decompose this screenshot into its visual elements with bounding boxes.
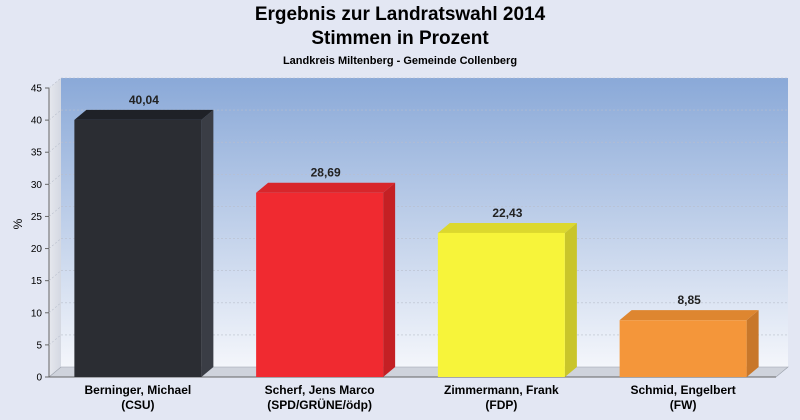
data-label: 40,04 (129, 93, 159, 107)
y-tick-label: 40 (31, 116, 43, 127)
x-tick-label: Scherf, Jens Marco (265, 383, 375, 397)
chart-caption: Landkreis Miltenberg - Gemeinde Collenbe… (282, 55, 518, 67)
y-tick-label: 0 (36, 373, 42, 384)
y-tick-label: 5 (36, 340, 42, 351)
grid-line-side (48, 206, 62, 217)
bar-side (746, 310, 759, 377)
x-tick-label: (FDP) (485, 398, 517, 412)
data-label: 22,43 (492, 206, 522, 220)
bar-top (437, 222, 577, 233)
grid-line-side (48, 77, 62, 89)
data-label: 8,85 (677, 293, 701, 307)
x-tick-label: Berninger, Michael (85, 383, 192, 397)
y-axis-label: % (11, 218, 25, 229)
grid-line-side (48, 270, 62, 281)
grid-line-side (48, 174, 62, 185)
plot-side-wall (49, 78, 61, 377)
bar-top (74, 109, 214, 120)
bar-side (201, 109, 214, 378)
data-label: 28,69 (311, 166, 341, 180)
bar-top (619, 310, 759, 321)
bar (437, 232, 565, 377)
y-tick-label: 30 (31, 180, 43, 191)
grid-line-side (48, 238, 62, 249)
grid-line-side (48, 109, 62, 121)
bar (256, 192, 384, 377)
y-tick-label: 15 (31, 276, 43, 287)
bar (619, 320, 747, 377)
x-tick-label: (FW) (670, 398, 697, 412)
chart-subtitle: Stimmen in Prozent (311, 28, 489, 49)
bar (74, 119, 202, 378)
grid-line-side (48, 141, 62, 153)
grid-line-side (48, 334, 62, 346)
y-tick-label: 25 (31, 212, 43, 223)
y-tick-label: 45 (31, 84, 43, 95)
x-tick-label: Schmid, Engelbert (630, 383, 735, 397)
bar-top (256, 182, 396, 193)
x-tick-label: (CSU) (121, 398, 154, 412)
y-tick-label: 10 (31, 308, 43, 319)
y-tick-label: 35 (31, 148, 43, 159)
x-tick-label: (SPD/GRÜNE/ödp) (267, 397, 372, 412)
y-tick-label: 20 (31, 244, 43, 255)
chart-title: Ergebnis zur Landratswahl 2014 (254, 4, 546, 25)
bar-side (383, 182, 396, 377)
bar-side (564, 222, 577, 377)
grid-line-side (48, 302, 62, 314)
x-tick-label: Zimmermann, Frank (444, 383, 559, 397)
